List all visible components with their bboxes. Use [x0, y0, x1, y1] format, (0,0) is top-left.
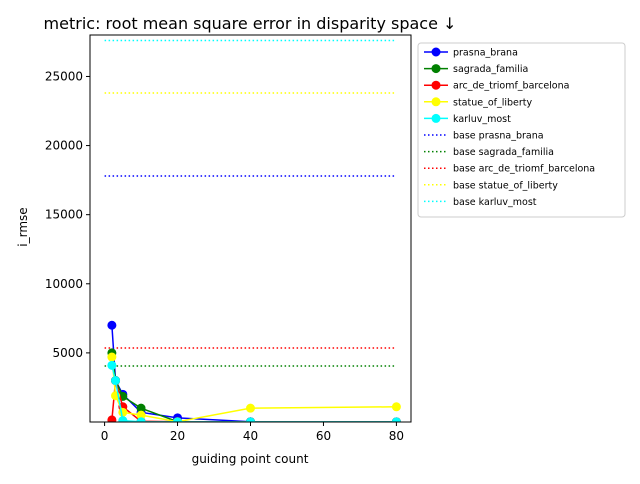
chart-title: metric: root mean square error in dispar…	[44, 14, 457, 33]
data-point-karluv_most	[118, 416, 128, 422]
data-point-arc_de_triomf_barcelona	[107, 415, 117, 422]
x-tick-label: 80	[389, 429, 404, 443]
legend-entry-base-statue_of_liberty: base statue_of_liberty	[453, 180, 558, 191]
plot-area: 0 20 40 60 80 5000 10000 15000 20000 25000	[45, 34, 412, 443]
x-tick-label: 60	[316, 429, 331, 443]
legend-entry-base-prasna_brana: base prasna_brana	[453, 131, 544, 142]
data-point-statue_of_liberty	[107, 352, 117, 362]
legend-marker-karluv_most	[431, 113, 441, 123]
legend-entry-base-arc_de_triomf_barcelona: base arc_de_triomf_barcelona	[453, 164, 595, 175]
y-tick-label: 25000	[45, 69, 83, 83]
data-point-statue_of_liberty	[246, 403, 255, 413]
legend-entry-statue_of_liberty: statue_of_liberty	[453, 97, 533, 108]
y-axis-label: i_rmse	[16, 207, 30, 246]
y-tick-label: 5000	[52, 346, 83, 360]
x-tick-label: 20	[170, 429, 185, 443]
data-point-karluv_most	[107, 360, 117, 370]
y-tick-label: 15000	[45, 208, 83, 222]
x-tick-label: 0	[101, 429, 109, 443]
data-point-statue_of_liberty	[118, 407, 128, 417]
legend-entry-base-karluv_most: base karluv_most	[453, 197, 537, 208]
legend: prasna_brana sagrada_familia arc_de_triomf…	[417, 42, 626, 218]
data-point-prasna_brana	[107, 320, 117, 330]
x-axis-label: guiding point count	[192, 452, 309, 466]
legend-marker-sagrada_familia	[431, 64, 441, 74]
data-point-karluv_most	[111, 376, 121, 386]
legend-marker-arc_de_triomf_barcelona	[431, 80, 441, 90]
legend-marker-prasna_brana	[431, 47, 441, 57]
legend-entry-arc_de_triomf_barcelona: arc_de_triomf_barcelona	[453, 81, 569, 92]
y-tick-label: 10000	[45, 277, 83, 291]
legend-entry-base-sagrada_familia: base sagrada_familia	[453, 147, 554, 158]
y-tick-label: 20000	[45, 139, 83, 153]
data-point-statue_of_liberty	[391, 402, 401, 412]
legend-entry-sagrada_familia: sagrada_familia	[453, 64, 528, 75]
legend-entry-karluv_most: karluv_most	[453, 114, 511, 125]
legend-box	[417, 42, 626, 218]
x-tick-label: 40	[243, 429, 258, 443]
legend-entry-prasna_brana: prasna_brana	[453, 48, 518, 59]
legend-marker-statue_of_liberty	[431, 97, 441, 107]
